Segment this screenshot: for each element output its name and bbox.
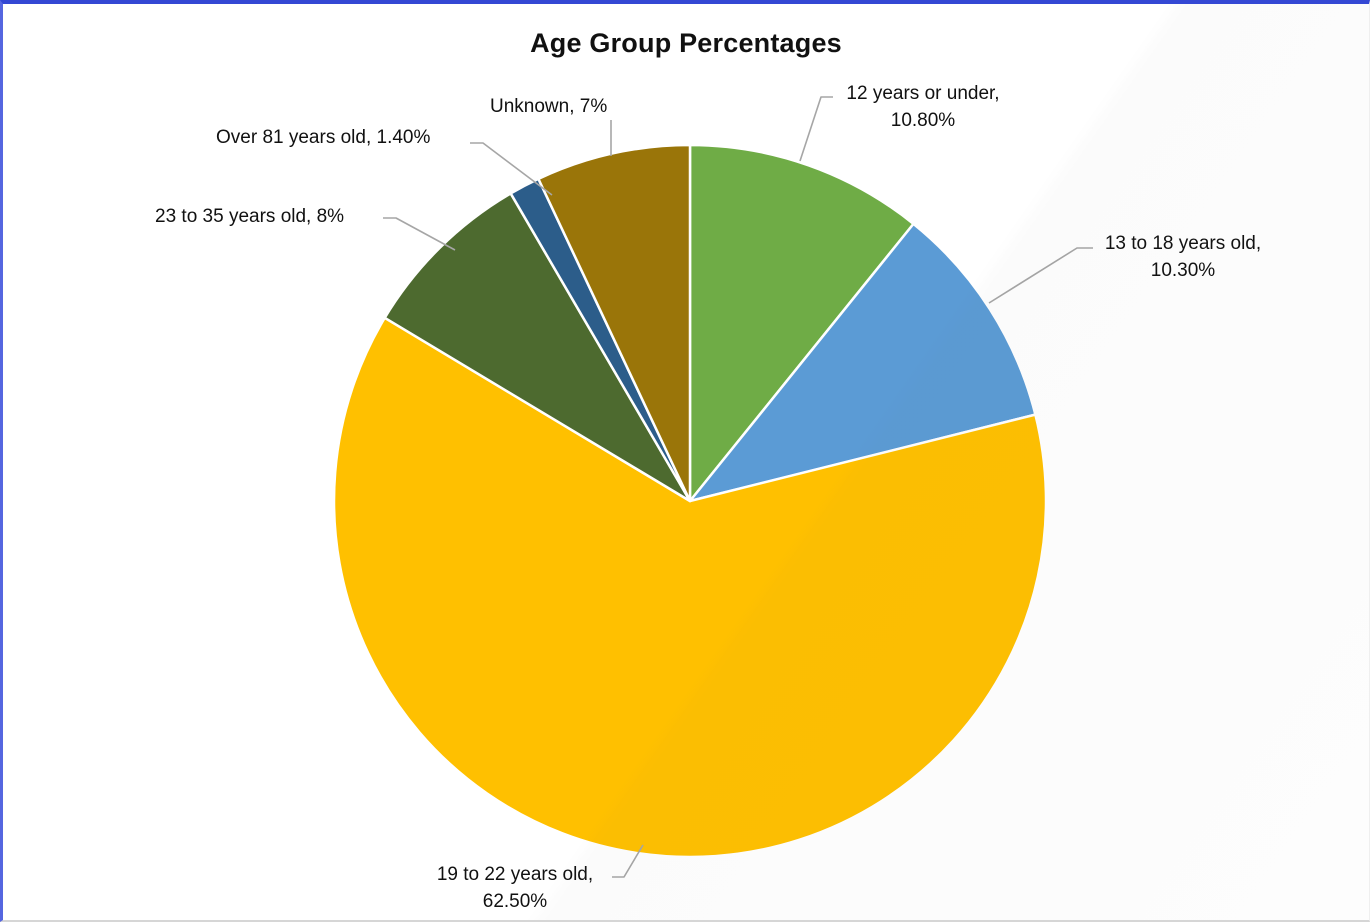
- data-label-over-81-years-old: Over 81 years old, 1.40%: [216, 127, 431, 148]
- chart-title: Age Group Percentages: [530, 28, 842, 58]
- data-label-12-years-or-under: 12 years or under, 10.80%: [846, 83, 1000, 131]
- leader-line-13-to-18-years-old: [988, 247, 1093, 304]
- leader-line-12-years-or-under: [799, 96, 833, 162]
- data-label-unknown: Unknown, 7%: [490, 96, 608, 117]
- leader-line-19-to-22-years-old: [612, 844, 644, 878]
- pie-slice-23-to-35-years-old[interactable]: [383, 192, 692, 503]
- data-label-19-to-22-years-old: 19 to 22 years old, 62.50%: [436, 864, 594, 912]
- pie-slice-12-years-or-under[interactable]: [688, 143, 915, 503]
- data-label-13-to-18-years-old: 13 to 18 years old, 10.30%: [1104, 233, 1262, 281]
- leader-line-23-to-35-years-old: [383, 217, 456, 251]
- leader-line-over-81-years-old: [470, 142, 553, 196]
- pie-slice-unknown[interactable]: [537, 143, 692, 503]
- pie-slice-13-to-18-years-old[interactable]: [688, 222, 1037, 503]
- pie-plot-area: [332, 96, 1093, 878]
- pie-chart: [332, 143, 1048, 859]
- data-label-23-to-35-years-old: 23 to 35 years old, 8%: [155, 206, 345, 227]
